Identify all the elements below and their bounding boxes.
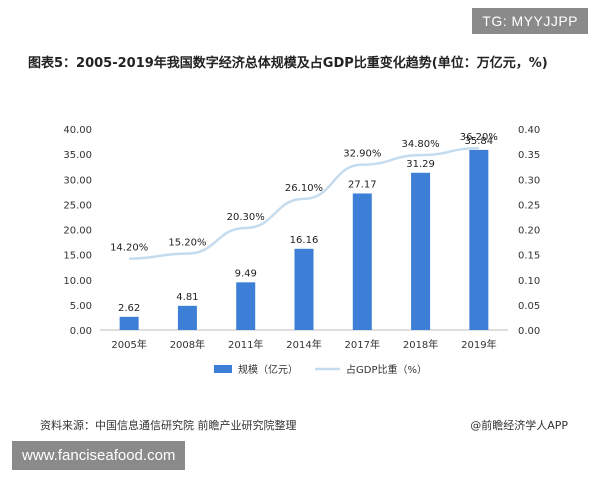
x-tick-label: 2011年: [228, 338, 263, 351]
bar-value-label: 27.17: [348, 179, 377, 190]
x-tick-label: 2005年: [111, 338, 146, 351]
y-left-tick-label: 40.00: [63, 125, 92, 136]
y-left-tick-label: 30.00: [63, 175, 92, 186]
y-left-tick-label: 25.00: [63, 200, 92, 211]
bar-scale: [469, 149, 489, 330]
y-left-tick-label: 10.00: [63, 276, 92, 287]
y-left-tick-label: 0.00: [70, 326, 92, 337]
bar-value-label: 4.81: [176, 292, 198, 303]
bar-value-label: 31.29: [406, 159, 435, 170]
x-tick-label: 2014年: [286, 338, 321, 351]
line-value-label: 36.20%: [460, 132, 498, 143]
legend-label-bar: 规模（亿元）: [238, 363, 298, 376]
bar-value-label: 16.16: [290, 235, 319, 246]
bar-value-label: 9.49: [235, 268, 257, 279]
y-right-tick-label: 0.30: [518, 175, 540, 186]
bar-scale: [352, 193, 372, 330]
y-right-tick-label: 0.40: [518, 125, 540, 136]
x-tick-label: 2008年: [170, 338, 205, 351]
chart-title: 图表5：2005-2019年我国数字经济总体规模及占GDP比重变化趋势(单位：万…: [28, 56, 548, 71]
bar-scale: [236, 282, 256, 330]
y-left-tick-label: 35.00: [63, 150, 92, 161]
legend-label-line: 占GDP比重（%）: [346, 363, 427, 376]
legend-swatch-bar: [214, 365, 232, 373]
y-right-tick-label: 0.20: [518, 226, 540, 237]
y-right-tick-label: 0.15: [518, 251, 540, 262]
x-tick-label: 2018年: [403, 338, 438, 351]
url-watermark: www.fanciseafood.com: [12, 441, 186, 470]
bar-value-label: 35.84: [465, 136, 494, 147]
bar-value-label: 2.62: [118, 303, 140, 314]
bar-scale: [177, 305, 197, 330]
y-right-tick-label: 0.00: [518, 326, 540, 337]
x-tick-label: 2017年: [345, 338, 380, 351]
x-tick-label: 2019年: [461, 338, 496, 351]
line-value-label: 15.20%: [168, 238, 206, 249]
line-value-label: 20.30%: [227, 212, 265, 223]
y-right-tick-label: 0.25: [518, 200, 540, 211]
line-value-label: 26.10%: [285, 183, 323, 194]
y-right-tick-label: 0.05: [518, 301, 540, 312]
watermark-badge: TG: MYYJJPP: [472, 8, 588, 34]
line-value-label: 34.80%: [402, 139, 440, 150]
y-right-tick-label: 0.10: [518, 276, 540, 287]
brand-credit: @前瞻经济学人APP: [470, 419, 568, 432]
gdp-share-line: [129, 146, 479, 260]
y-left-tick-label: 15.00: [63, 251, 92, 262]
y-left-tick-label: 20.00: [63, 226, 92, 237]
line-value-label: 32.90%: [343, 149, 381, 160]
bar-scale: [411, 172, 431, 330]
bar-scale: [294, 248, 314, 330]
bar-scale: [119, 316, 139, 330]
source-note: 资料来源：中国信息通信研究院 前瞻产业研究院整理: [40, 419, 297, 432]
y-right-tick-label: 0.35: [518, 150, 540, 161]
line-value-label: 14.20%: [110, 243, 148, 254]
y-left-tick-label: 5.00: [70, 301, 92, 312]
